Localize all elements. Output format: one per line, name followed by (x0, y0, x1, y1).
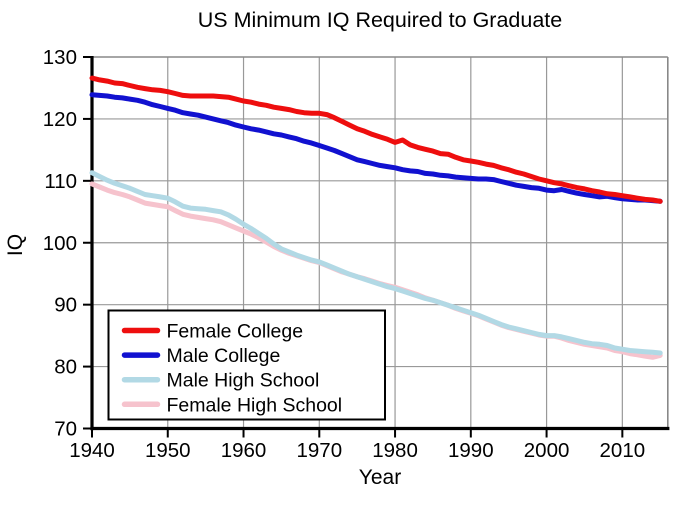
y-tick-label-100: 100 (43, 232, 77, 255)
y-tick-label-110: 110 (44, 170, 77, 193)
y-tick-label-90: 90 (54, 294, 77, 317)
y-tick-label-70: 70 (54, 418, 77, 441)
legend-label-male-high-school: Male High School (167, 370, 320, 392)
y-tick-label-120: 120 (43, 108, 77, 131)
legend-label-male-college: Male College (167, 345, 281, 367)
x-tick-label-1960: 1960 (221, 439, 267, 462)
legend-label-female-college: Female College (167, 321, 304, 343)
x-tick-label-1990: 1990 (448, 439, 494, 462)
x-tick-label-1980: 1980 (372, 439, 418, 462)
legend-label-female-high-school: Female High School (167, 394, 343, 416)
x-tick-label-1970: 1970 (296, 439, 342, 462)
x-tick-label-1940: 1940 (69, 439, 115, 462)
x-tick-label-1950: 1950 (145, 439, 191, 462)
series-line-male-college (89, 92, 663, 204)
x-tick-label-2010: 2010 (600, 439, 646, 462)
series-line-male-high-school (89, 170, 663, 356)
y-tick-label-80: 80 (54, 356, 77, 379)
x-axis-label: Year (358, 466, 402, 489)
y-tick-label-130: 130 (43, 46, 77, 69)
series-line-female-college (89, 75, 663, 204)
chart-title: US Minimum IQ Required to Graduate (197, 8, 563, 32)
x-tick-label-2000: 2000 (524, 439, 570, 462)
